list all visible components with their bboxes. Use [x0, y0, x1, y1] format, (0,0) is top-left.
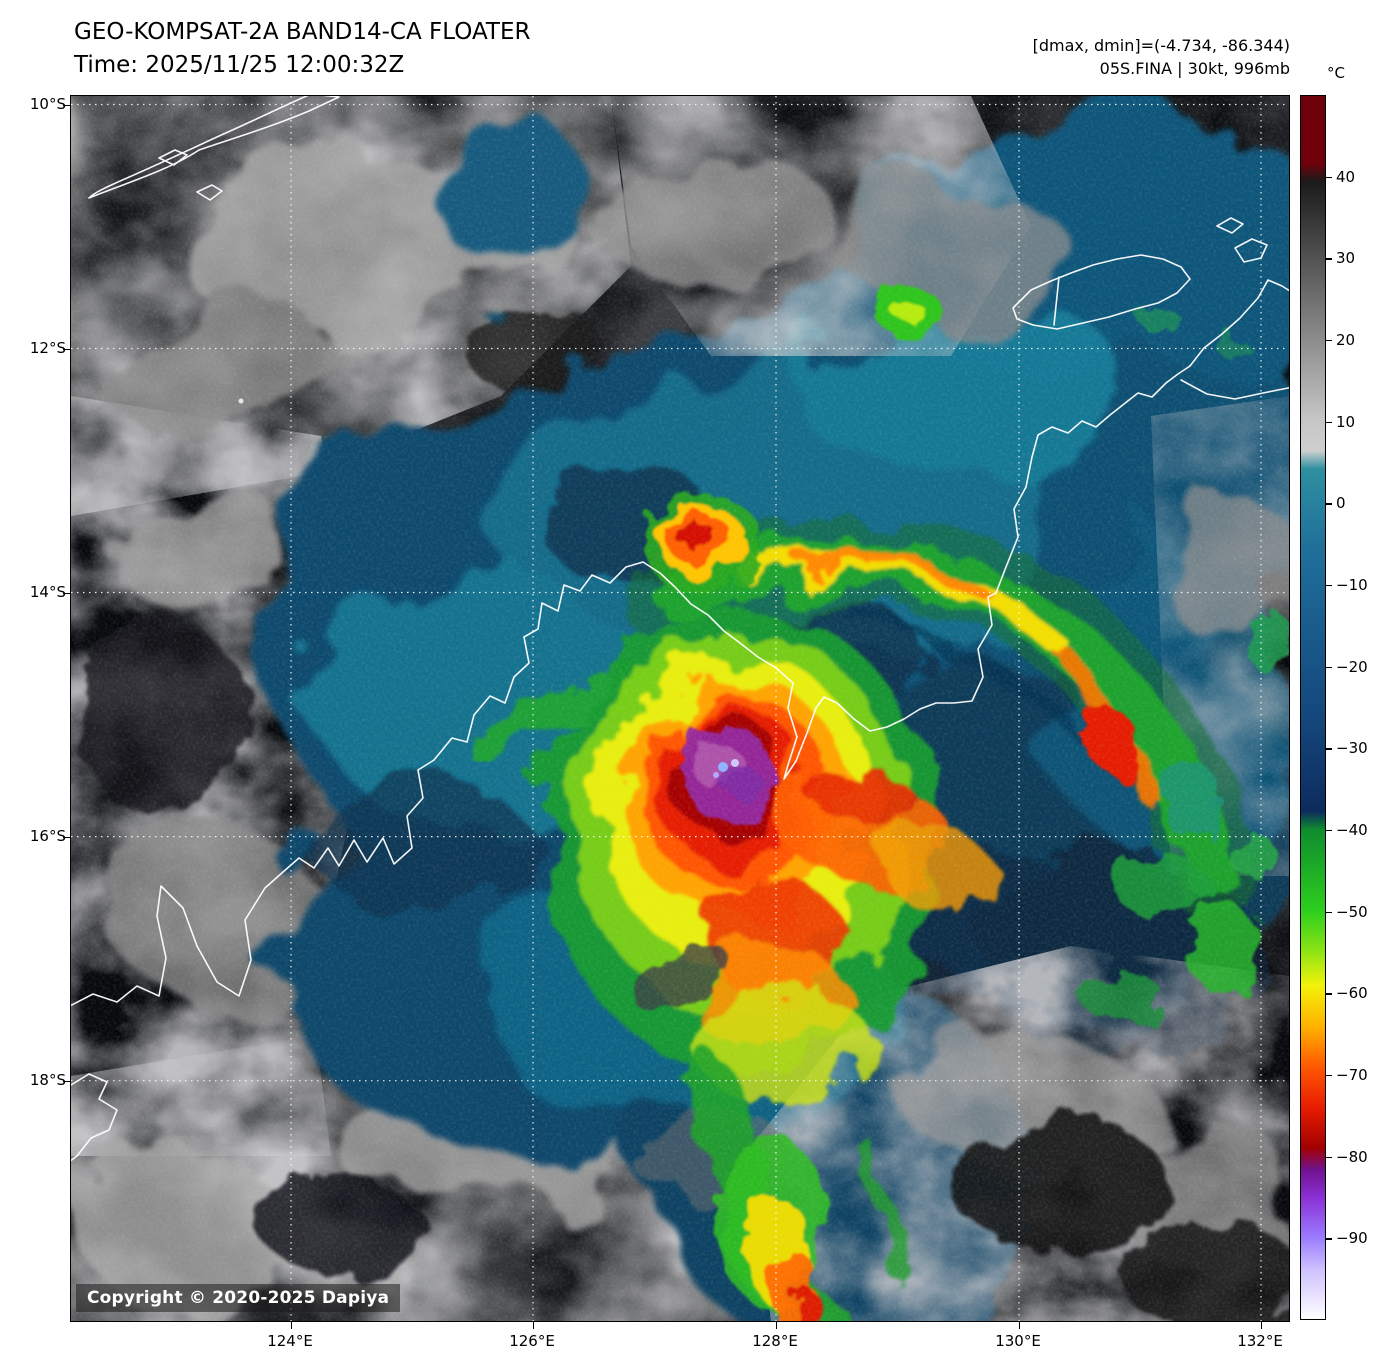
lat-label-10s: 10°S — [29, 95, 66, 113]
lon-tick — [1261, 1322, 1263, 1329]
colorbar-tick: −20 — [1326, 657, 1368, 676]
lat-tick — [63, 836, 70, 838]
satellite-image — [71, 96, 1289, 1321]
meta-block: [dmax, dmin]=(-4.734, -86.344) 05S.FINA … — [1033, 34, 1290, 80]
page-title: GEO-KOMPSAT-2A BAND14-CA FLOATER — [74, 19, 531, 45]
dmax-dmin-readout: [dmax, dmin]=(-4.734, -86.344) — [1032, 36, 1290, 55]
grid-lines — [71, 96, 1289, 1321]
colorbar-tick: −70 — [1326, 1066, 1368, 1084]
colorbar-tick: 30 — [1325, 249, 1356, 268]
colorbar-tick: −10 — [1326, 576, 1368, 594]
colorbar-tick: −50 — [1326, 902, 1368, 921]
lon-label-128e: 128°E — [752, 1332, 798, 1350]
coastline — [71, 96, 1289, 1162]
satellite-map: Copyright © 2020-2025 Dapiya — [63, 95, 1290, 1329]
lat-label-12s: 12°S — [29, 339, 66, 357]
coastline-melville-island — [1012, 254, 1191, 330]
lat-label-16s: 16°S — [29, 827, 66, 845]
lon-tick — [291, 1322, 293, 1329]
coastline-broome — [71, 1073, 118, 1162]
coastline-apsley-strait — [1053, 276, 1060, 326]
storm-info-readout: 05S.FINA | 30kt, 996mb — [1099, 59, 1290, 79]
colorbar-gradient — [1300, 95, 1326, 1320]
lon-label-124e: 124°E — [267, 1332, 313, 1350]
timestamp: Time: 2025/11/25 12:00:32Z — [74, 51, 405, 78]
lat-label-18s: 18°S — [29, 1071, 66, 1089]
colorbar-tick: 10 — [1325, 412, 1356, 431]
coastline-corner-islands — [1216, 217, 1268, 263]
lon-tick — [1019, 1322, 1021, 1329]
colorbar-tick: 0 — [1326, 494, 1346, 513]
coastline-small-islands — [158, 149, 223, 201]
colorbar-tick: 20 — [1325, 331, 1356, 349]
copyright-badge: Copyright © 2020-2025 Dapiya — [76, 1284, 401, 1312]
lon-tick — [533, 1322, 535, 1329]
lat-tick — [63, 1080, 70, 1083]
lat-tick — [63, 104, 70, 106]
coastline-van-diemen — [1180, 379, 1289, 400]
colorbar-tick: −40 — [1326, 821, 1368, 839]
lat-tick — [63, 348, 70, 350]
coastline-timor — [88, 96, 340, 199]
lon-label-130e: 130°E — [995, 1332, 1041, 1350]
colorbar-tick: −90 — [1326, 1229, 1368, 1248]
colorbar-tick: −60 — [1326, 984, 1368, 1003]
colorbar-tick: −80 — [1326, 1147, 1368, 1166]
colorbar-tick: −30 — [1326, 739, 1368, 758]
colorbar-unit-label: °C — [1327, 64, 1345, 82]
title-block: GEO-KOMPSAT-2A BAND14-CA FLOATER Time: 2… — [74, 16, 530, 81]
lon-label-126e: 126°E — [509, 1332, 555, 1350]
colorbar: °C 40 30 20 10 0 −10 −20 −30 −40 −50 −60… — [1300, 64, 1368, 1320]
colorbar-tick: 40 — [1325, 167, 1356, 186]
lat-label-14s: 14°S — [29, 583, 66, 601]
coastline-kimberley-nt — [71, 279, 1289, 1007]
lon-label-132e: 132°E — [1237, 1332, 1283, 1350]
lon-tick — [776, 1322, 778, 1329]
lat-tick — [63, 592, 70, 594]
